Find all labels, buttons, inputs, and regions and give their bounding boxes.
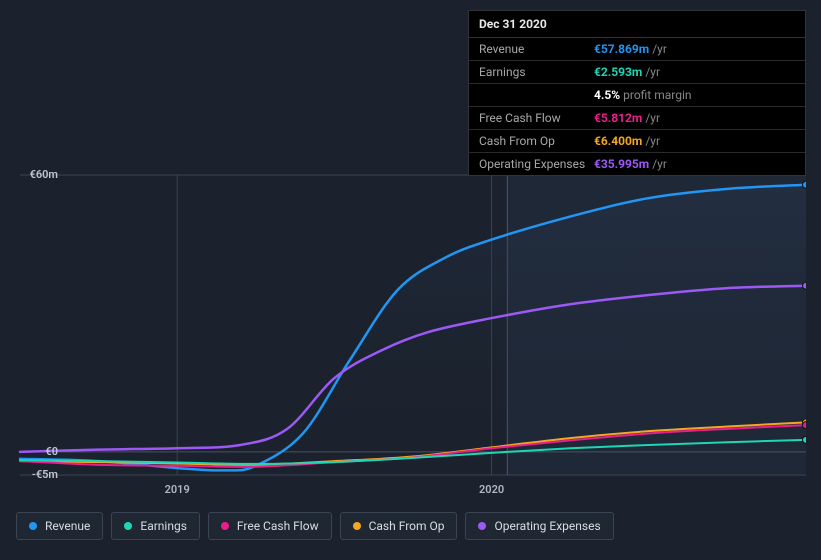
tooltip-row: Cash From Op€6.400m/yr — [469, 130, 805, 153]
y-axis-label: €0 — [18, 445, 58, 458]
legend-label: Cash From Op — [369, 519, 445, 533]
legend-dot-icon — [478, 522, 486, 530]
tooltip-row: Earnings€2.593m/yr — [469, 61, 805, 84]
tooltip-label: Operating Expenses — [479, 157, 594, 171]
tooltip-extra-row: 4.5%profit margin — [469, 84, 805, 107]
chart-legend: Revenue Earnings Free Cash Flow Cash From O… — [16, 512, 614, 540]
legend-item-operating-expenses[interactable]: Operating Expenses — [465, 512, 613, 540]
tooltip-label: Earnings — [479, 65, 594, 79]
legend-label: Free Cash Flow — [237, 519, 319, 533]
tooltip-value: €5.812m/yr — [594, 111, 660, 125]
legend-item-earnings[interactable]: Earnings — [111, 512, 200, 540]
chart-canvas — [16, 155, 806, 495]
x-axis-label: 2019 — [165, 483, 190, 496]
tooltip-date: Dec 31 2020 — [469, 11, 805, 38]
tooltip-row: Revenue€57.869m/yr — [469, 38, 805, 61]
legend-dot-icon — [29, 522, 37, 530]
legend-item-revenue[interactable]: Revenue — [16, 512, 103, 540]
legend-dot-icon — [353, 522, 361, 530]
legend-label: Revenue — [45, 519, 90, 533]
tooltip-value: €35.995m/yr — [594, 157, 667, 171]
tooltip-label: Free Cash Flow — [479, 111, 594, 125]
legend-label: Operating Expenses — [494, 519, 600, 533]
x-axis-label: 2020 — [479, 483, 504, 496]
tooltip-label: Cash From Op — [479, 134, 594, 148]
hover-tooltip: Dec 31 2020 Revenue€57.869m/yrEarnings€2… — [468, 10, 806, 176]
legend-item-cash-from-op[interactable]: Cash From Op — [340, 512, 458, 540]
tooltip-row: Operating Expenses€35.995m/yr — [469, 153, 805, 175]
tooltip-row: Free Cash Flow€5.812m/yr — [469, 107, 805, 130]
y-axis-label: €60m — [18, 168, 58, 181]
legend-label: Earnings — [140, 519, 187, 533]
tooltip-value: €6.400m/yr — [594, 134, 660, 148]
legend-dot-icon — [221, 522, 229, 530]
legend-dot-icon — [124, 522, 132, 530]
y-axis-label: -€5m — [18, 468, 58, 481]
tooltip-value: €2.593m/yr — [594, 65, 660, 79]
legend-item-free-cash-flow[interactable]: Free Cash Flow — [208, 512, 332, 540]
financials-chart[interactable]: €60m €0 -€5m 2019 2020 — [16, 155, 806, 495]
tooltip-label: Revenue — [479, 42, 594, 56]
tooltip-value: €57.869m/yr — [594, 42, 667, 56]
